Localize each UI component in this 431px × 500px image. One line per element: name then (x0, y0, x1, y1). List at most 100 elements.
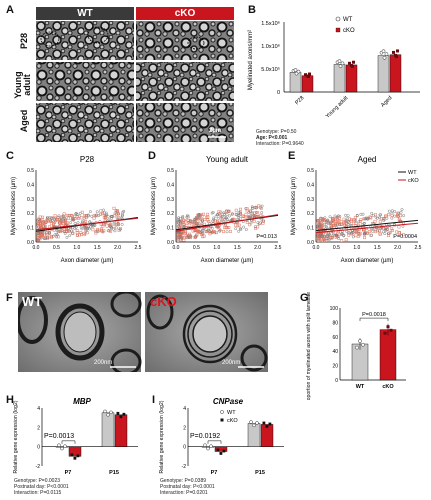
scatter-point-wt (219, 218, 223, 222)
row-label-p28: P28 (19, 33, 29, 50)
scatter-point-cko (69, 213, 73, 217)
expr-point (265, 424, 269, 428)
scatter-legend-cko: cKO (408, 178, 419, 184)
scatter-point-wt (53, 233, 57, 237)
g-ytick: 0 (335, 378, 338, 384)
scatter-xtick: 0.0 (33, 245, 40, 251)
g-ytick: 80 (332, 320, 338, 326)
expr-bar-cko (114, 414, 128, 447)
scatter-point-cko (44, 220, 48, 224)
scatter-point-wt (177, 221, 181, 225)
scatter-point-wt (109, 225, 113, 229)
scatter-title: Aged (358, 155, 377, 164)
scatter-point-wt (121, 214, 124, 218)
expr-ylabel: Relative gene expression (log2) (159, 400, 165, 473)
scatter-point-cko (214, 219, 217, 223)
scatter-point-wt (361, 212, 365, 216)
expr-point (73, 456, 77, 460)
scatter-point-cko (363, 236, 366, 240)
f-scale-cko: 200nm (222, 360, 241, 366)
scatter-point-cko (70, 214, 74, 218)
scatter-point-cko (359, 218, 363, 222)
expr-bar-cko (68, 446, 82, 457)
scatter-point-wt (401, 224, 405, 228)
panel-label-e: E (288, 150, 296, 162)
expr-point (222, 449, 226, 453)
b-ytick: 0 (277, 90, 280, 96)
scatter-point-cko (195, 233, 199, 237)
scatter-point-wt (62, 216, 66, 220)
scatter-point-cko (335, 222, 339, 226)
scatter-point-wt (382, 219, 386, 222)
scatter-point-wt (402, 214, 406, 217)
scatter-point-cko (180, 219, 184, 223)
b-bar-cko (389, 54, 402, 93)
scatter-point-cko (206, 212, 210, 216)
g-ytick: 40 (332, 349, 338, 355)
f-label-cko: cKO (150, 294, 177, 309)
scatter-ytick: 0.5 (27, 168, 34, 174)
scatter-point-wt (77, 214, 81, 218)
scatter-point-wt (257, 222, 261, 226)
scatter-point-wt (45, 236, 49, 239)
expr-bar-wt (101, 412, 115, 447)
scatter-point-wt (319, 233, 323, 237)
scatter-point-cko (203, 218, 207, 221)
expr-point (268, 422, 272, 426)
scatter-ylabel: Myelin thickness (µm) (11, 177, 17, 235)
g-point (358, 339, 362, 343)
expr-category-label: P7 (65, 470, 72, 476)
scatter-point-wt (345, 217, 349, 221)
scatter-xtick: 1.0 (353, 245, 360, 251)
scatter-point-wt (79, 225, 83, 229)
b-point (381, 49, 386, 54)
scatter-point-wt (346, 219, 350, 223)
scatter-point-cko (193, 220, 197, 224)
b-ytick: 1.5x10⁶ (261, 20, 280, 27)
scatter-point-cko (244, 213, 248, 217)
scatter-point-cko (71, 217, 75, 221)
scatter-point-cko (103, 216, 107, 220)
b-point (306, 74, 309, 78)
scatter-point-cko (242, 215, 246, 219)
scatter-point-cko (322, 218, 326, 222)
scatter-point-wt (387, 209, 391, 213)
scatter-point-wt (113, 211, 117, 215)
expr-point (255, 421, 259, 425)
b-ytick: 5.0x10⁵ (261, 66, 280, 73)
scatter-point-wt (374, 228, 378, 232)
scatter-point-cko (45, 231, 48, 235)
scatter-point-cko (102, 211, 106, 215)
scatter-point-cko (182, 238, 186, 242)
expr-point (57, 443, 61, 447)
scatter-point-cko (258, 205, 262, 209)
scatter-point-cko (354, 230, 358, 233)
scatter-point-wt (374, 215, 378, 219)
scatter-point-wt (348, 223, 352, 227)
scatter-point-wt (181, 216, 184, 219)
scatter-ytick: 0.3 (27, 197, 34, 203)
g-ytick: 60 (332, 335, 338, 341)
scatter-point-wt (334, 233, 338, 237)
scatter-points (316, 208, 406, 243)
scatter-xtick: 0.5 (333, 245, 340, 251)
scatter-point-cko (202, 222, 206, 226)
expr-ytick: -2 (36, 464, 41, 470)
scatter-point-wt (211, 226, 214, 230)
scatter-point-wt (379, 227, 383, 231)
scatter-point-wt (249, 221, 253, 225)
fit-line-cko (175, 214, 279, 232)
fit-line-wt (315, 219, 419, 231)
scatter-point-cko (322, 238, 325, 242)
scatter-point-cko (373, 219, 377, 223)
scatter-point-wt (43, 237, 47, 241)
expr-point (209, 444, 213, 448)
scatter-point-wt (397, 211, 400, 215)
scatter-xtick: 2.0 (114, 245, 121, 251)
panel-label-b: B (248, 4, 256, 16)
scatter-point-cko (337, 216, 341, 220)
expr-point (60, 446, 64, 451)
scatter-point-cko (330, 236, 334, 240)
scatter-point-wt (367, 216, 371, 220)
scatter-point-cko (117, 223, 120, 227)
